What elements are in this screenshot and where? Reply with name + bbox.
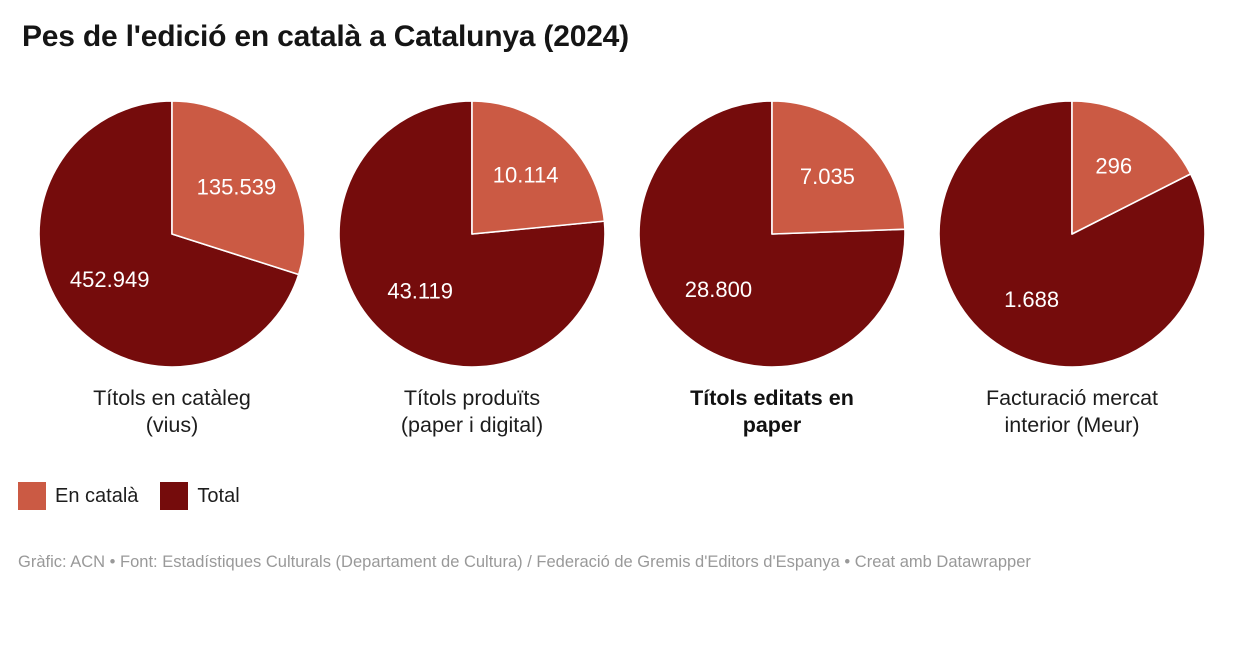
pie-category-label: Títols editats en paper: [690, 385, 854, 438]
value-label-en-catala: 296: [1095, 153, 1132, 178]
pie-column-0: 135.539 452.949 Títols en catàleg (vius): [22, 99, 322, 441]
value-label-en-catala: 10.114: [493, 162, 559, 187]
legend-swatch-1: [160, 482, 189, 511]
pie-chart: 10.114 43.119: [338, 99, 606, 368]
pie-category-label: Títols en catàleg (vius): [93, 385, 251, 438]
legend-label-1: Total: [197, 484, 240, 507]
value-label-total: 43.119: [387, 278, 453, 303]
legend-item-0: En català: [18, 482, 139, 511]
pie-chart: 7.035 28.800: [638, 99, 906, 368]
value-label-total: 28.800: [685, 277, 752, 302]
pie-column-1: 10.114 43.119 Títols produïts (paper i digi…: [322, 99, 622, 441]
pie-slice-en-catala: [471, 99, 606, 235]
legend-item-1: Total: [160, 482, 240, 511]
pie-slice-en-catala: [771, 99, 906, 235]
legend: En català Total: [18, 482, 1220, 511]
legend-label-0: En català: [55, 484, 139, 507]
pie-slice-en-catala: [171, 99, 306, 275]
value-label-total: 1.688: [1004, 287, 1059, 312]
pie-chart: 296 1.688: [938, 99, 1206, 368]
pies-row: 135.539 452.949 Títols en catàleg (vius) 10.…: [22, 99, 1222, 441]
footer-attribution: Gràfic: ACN • Font: Estadístiques Cultur…: [18, 553, 1031, 572]
pie-slice-en-catala: [1071, 99, 1192, 235]
pie-category-label: Facturació mercat interior (Meur): [985, 385, 1159, 438]
value-label-en-catala: 7.035: [800, 164, 855, 189]
value-label-en-catala: 135.539: [197, 174, 277, 199]
value-label-total: 452.949: [70, 266, 150, 291]
legend-swatch-0: [18, 482, 46, 511]
pie-category-label: Títols produïts (paper i digital): [400, 385, 544, 438]
pie-slice-total: [38, 99, 300, 368]
pie-column-2: 7.035 28.800 Títols editats en paper: [622, 99, 922, 441]
chart-title: Pes de l'edició en català a Catalunya (2…: [22, 20, 629, 53]
pie-chart: 135.539 452.949: [38, 99, 306, 368]
pie-column-3: 296 1.688 Facturació mercat interior (Meur): [922, 99, 1222, 441]
